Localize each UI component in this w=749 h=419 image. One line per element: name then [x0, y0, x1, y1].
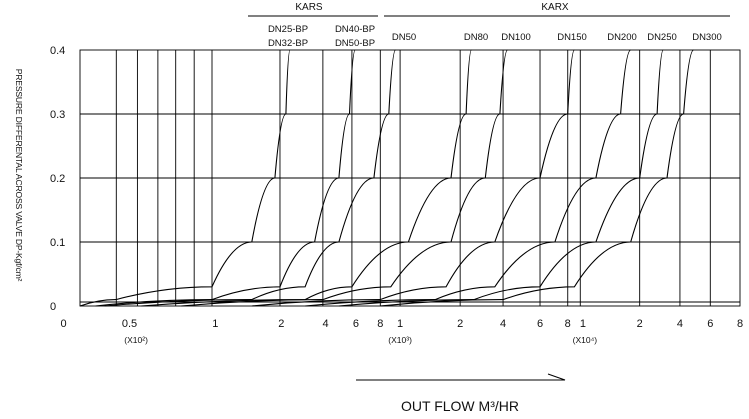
- x-tick-label: 1: [397, 318, 403, 330]
- horizontal-gridlines: [80, 113, 740, 303]
- series-label-dn250: DN250: [647, 32, 677, 43]
- series-label-dn200: DN200: [607, 32, 637, 43]
- y-tick-label: 0: [50, 301, 56, 313]
- x-multiplier-label: (X10³): [388, 335, 412, 345]
- curve-dn50: [104, 49, 397, 307]
- group-label-kars: KARS: [295, 2, 323, 13]
- series-label-dn40-bp: DN40-BP: [335, 24, 375, 35]
- x-tick-label: 8: [737, 318, 743, 330]
- y-tick-labels: 0 0.1 0.2 0.3 0.4: [50, 45, 65, 313]
- x-tick-labels: 0 0.5 1 2 4 6 8 1 2 4 6 8 1 2 4 6 8: [60, 318, 743, 330]
- x-tick-label: 2: [278, 318, 284, 330]
- series-label-dn150: DN150: [557, 32, 587, 43]
- y-tick-label: 0.3: [50, 109, 65, 121]
- series-label-dn50: DN50: [392, 32, 416, 43]
- x-tick-label: 2: [457, 318, 463, 330]
- x-tick-label: 1: [212, 318, 218, 330]
- x-tick-label: 6: [537, 318, 543, 330]
- x-tick-label: 6: [353, 318, 359, 330]
- x-multiplier-label: (X10⁴): [573, 335, 598, 345]
- x-multiplier-label: (X10²): [124, 335, 148, 345]
- curve-dn25-bp: [79, 49, 291, 307]
- x-tick-label: 1: [580, 318, 586, 330]
- y-axis-label: PRESSURE DIFFERENTAL ACROSS VALVE DP-Kgf…: [14, 69, 24, 282]
- y-tick-label: 0.1: [50, 237, 65, 249]
- curve-dn250: [338, 49, 664, 307]
- y-tick-label: 0.4: [50, 45, 65, 57]
- curve-dn40-bp: [95, 49, 356, 307]
- series-curves: [79, 49, 694, 307]
- series-label-dn100: DN100: [501, 32, 531, 43]
- x-axis-title: OUT FLOW M³/HR: [401, 398, 519, 414]
- y-tick-label: 0.2: [50, 173, 65, 185]
- x-tick-label: 8: [565, 318, 571, 330]
- x-tick-label: 4: [500, 318, 506, 330]
- x-tick-label: 0.5: [122, 318, 137, 330]
- curve-dn100: [181, 49, 509, 307]
- x-tick-label: 8: [377, 318, 383, 330]
- x-tick-label: 4: [322, 318, 328, 330]
- series-label-dn32-bp: DN32-BP: [268, 38, 308, 49]
- x-multiplier-labels: (X10²) (X10³) (X10⁴): [124, 335, 597, 345]
- curve-dn300: [380, 49, 694, 307]
- series-label-dn80: DN80: [464, 32, 488, 43]
- series-label-dn50-bp: DN50-BP: [335, 38, 375, 49]
- flow-arrow: [356, 373, 566, 381]
- curve-dn200: [305, 49, 632, 307]
- x-tick-label: 2: [637, 318, 643, 330]
- x-tick-label: 6: [707, 318, 713, 330]
- x-tick-label: 4: [677, 318, 683, 330]
- series-label-dn25-bp: DN25-BP: [268, 24, 308, 35]
- vertical-gridlines: [115, 50, 711, 306]
- series-label-dn300: DN300: [692, 32, 722, 43]
- x-tick-label: 0: [60, 318, 66, 330]
- curve-dn150: [251, 49, 575, 307]
- group-label-karx: KARX: [541, 2, 569, 13]
